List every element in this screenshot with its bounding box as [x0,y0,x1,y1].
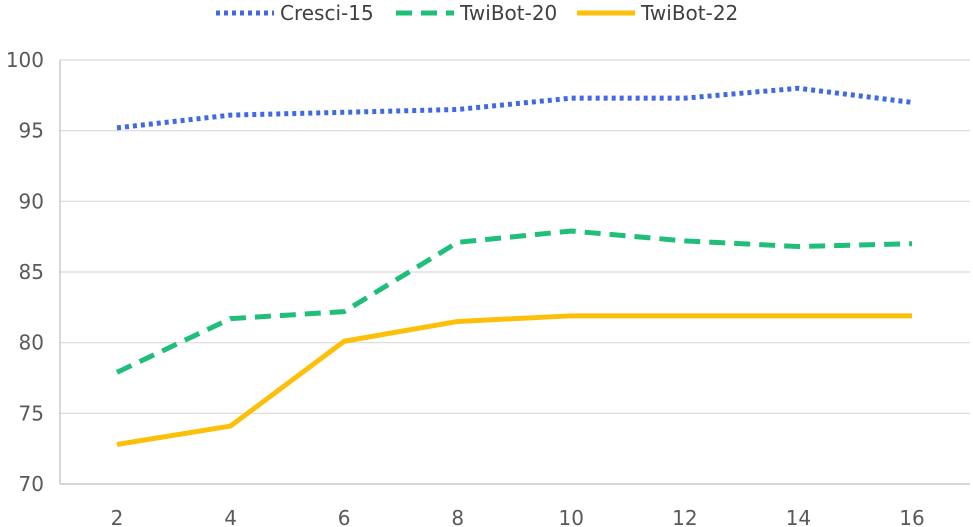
series-line-cresci-15 [116,85,913,131]
x-tick-label: 16 [899,506,924,527]
legend-label: Cresci-15 [280,1,374,25]
x-tick-label: 2 [111,506,124,527]
grid [60,59,970,414]
legend-label: TwiBot-22 [640,1,738,25]
y-tick-label: 80 [19,331,44,355]
x-tick-label: 6 [338,506,351,527]
x-tick-label: 10 [559,506,584,527]
y-tick-label: 95 [19,119,44,143]
series-lines [115,85,913,447]
legend-label: TwiBot-20 [459,1,557,25]
y-tick-label: 100 [6,48,44,72]
axes: 70 75 80 85 90 95 100 2 4 6 8 10 12 14 16 [6,48,970,527]
series-line-twibot-22 [116,313,912,447]
y-tick-label: 85 [19,260,44,284]
x-tick-label: 12 [672,506,697,527]
y-tick-label: 75 [19,401,44,425]
x-tick-label: 4 [224,506,237,527]
y-tick-label: 90 [19,189,44,213]
legend: Cresci-15 TwiBot-20 TwiBot-22 [216,1,738,25]
series-line-twibot-20 [115,228,913,375]
x-tick-label: 8 [451,506,464,527]
x-tick-label: 14 [786,506,811,527]
y-tick-label: 70 [19,472,44,496]
